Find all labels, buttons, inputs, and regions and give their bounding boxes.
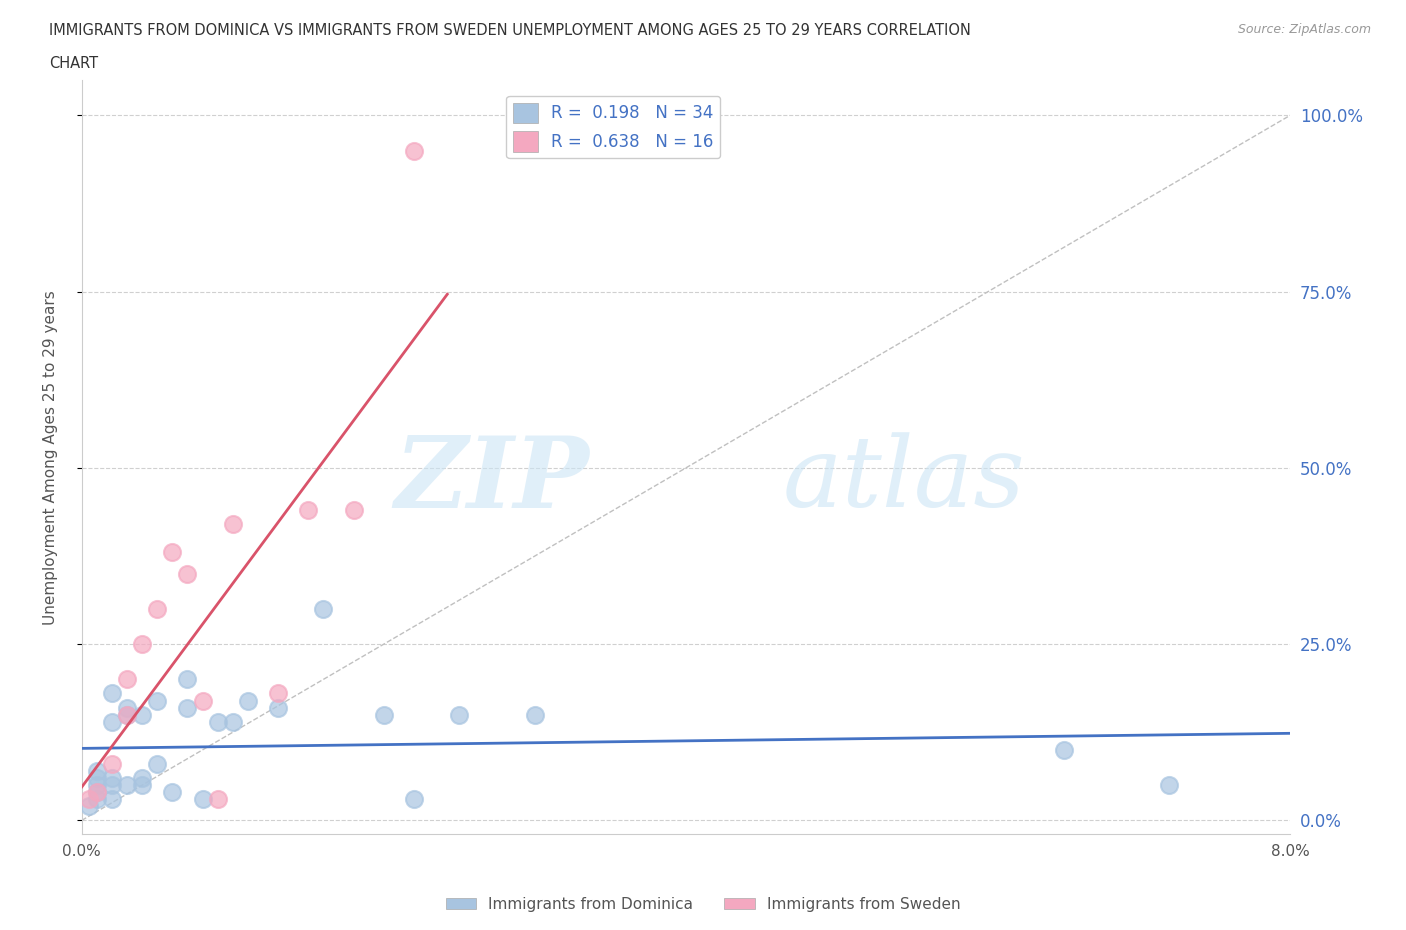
Point [101, 791, 124, 806]
Point [131, 707, 153, 722]
Point [101, 771, 124, 786]
Legend: Immigrants from Dominica, Immigrants from Sweden: Immigrants from Dominica, Immigrants fro… [440, 891, 966, 918]
Point [312, 602, 335, 617]
Point [402, 143, 425, 158]
Point [343, 503, 366, 518]
Point [115, 672, 138, 687]
Point [86, 785, 108, 800]
Point [86, 791, 108, 806]
Point [176, 566, 198, 581]
Point [86, 771, 108, 786]
Point [86, 764, 108, 778]
Point [131, 637, 153, 652]
Point [176, 672, 198, 687]
Point [267, 700, 290, 715]
Point [222, 517, 245, 532]
Text: atlas: atlas [783, 432, 1025, 527]
Point [267, 686, 290, 701]
Text: CHART: CHART [49, 56, 98, 71]
Point [146, 693, 169, 708]
Point [236, 693, 259, 708]
Text: Source: ZipAtlas.com: Source: ZipAtlas.com [1237, 23, 1371, 36]
Point [101, 756, 124, 771]
Point [449, 707, 471, 722]
Text: ZIP: ZIP [394, 432, 589, 528]
Point [1159, 777, 1181, 792]
Point [373, 707, 395, 722]
Point [146, 602, 169, 617]
Point [162, 545, 184, 560]
Point [131, 771, 153, 786]
Point [146, 756, 169, 771]
Point [131, 777, 153, 792]
Point [79, 799, 101, 814]
Y-axis label: Unemployment Among Ages 25 to 29 years: Unemployment Among Ages 25 to 29 years [44, 290, 58, 625]
Text: IMMIGRANTS FROM DOMINICA VS IMMIGRANTS FROM SWEDEN UNEMPLOYMENT AMONG AGES 25 TO: IMMIGRANTS FROM DOMINICA VS IMMIGRANTS F… [49, 23, 972, 38]
Point [523, 707, 546, 722]
Point [191, 693, 214, 708]
Point [297, 503, 319, 518]
Point [101, 686, 124, 701]
Point [101, 777, 124, 792]
Legend: R =  0.198   N = 34, R =  0.638   N = 16: R = 0.198 N = 34, R = 0.638 N = 16 [506, 96, 720, 158]
Point [191, 791, 214, 806]
Point [115, 700, 138, 715]
Point [207, 791, 229, 806]
Point [402, 791, 425, 806]
Point [176, 700, 198, 715]
Point [222, 714, 245, 729]
Point [86, 785, 108, 800]
Point [115, 707, 138, 722]
Point [1052, 742, 1074, 757]
Point [207, 714, 229, 729]
Point [79, 791, 101, 806]
Point [86, 777, 108, 792]
Point [115, 777, 138, 792]
Point [162, 785, 184, 800]
Point [115, 707, 138, 722]
Point [101, 714, 124, 729]
